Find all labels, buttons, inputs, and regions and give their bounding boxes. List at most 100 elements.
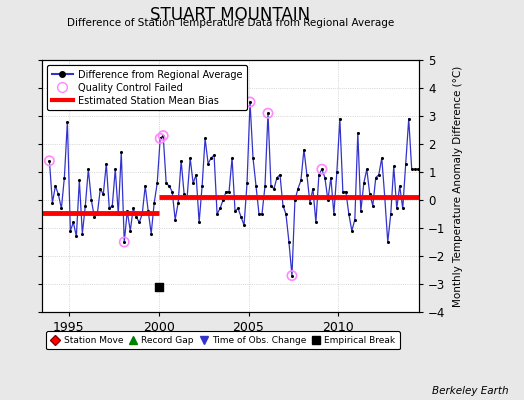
Point xyxy=(96,186,104,192)
Point xyxy=(180,191,188,198)
Point xyxy=(117,149,125,156)
Point xyxy=(261,183,269,189)
Point xyxy=(366,191,374,198)
Point xyxy=(63,118,72,125)
Point xyxy=(108,202,116,209)
Y-axis label: Monthly Temperature Anomaly Difference (°C): Monthly Temperature Anomaly Difference (… xyxy=(453,65,463,307)
Point xyxy=(222,188,230,195)
Point xyxy=(159,132,167,139)
Point xyxy=(75,177,83,184)
Point xyxy=(150,200,158,206)
Point xyxy=(192,172,200,178)
Point xyxy=(270,186,278,192)
Point xyxy=(249,155,257,161)
Point xyxy=(129,205,137,212)
Point xyxy=(282,211,290,217)
Point xyxy=(126,228,135,234)
Point xyxy=(297,177,305,184)
Point xyxy=(165,183,173,189)
Point xyxy=(345,211,353,217)
Point xyxy=(368,202,377,209)
Point xyxy=(273,174,281,181)
Point xyxy=(315,172,323,178)
Point xyxy=(51,183,60,189)
Point xyxy=(144,208,152,214)
Point xyxy=(264,110,272,116)
Point xyxy=(347,228,356,234)
Point xyxy=(309,186,317,192)
Point xyxy=(267,183,275,189)
Point xyxy=(303,172,311,178)
Point xyxy=(155,284,163,290)
Point xyxy=(375,172,383,178)
Point xyxy=(213,211,221,217)
Point xyxy=(333,169,341,175)
Point xyxy=(279,202,287,209)
Point xyxy=(380,194,389,200)
Point xyxy=(342,188,350,195)
Point xyxy=(318,166,326,172)
Point xyxy=(291,197,299,203)
Legend: Station Move, Record Gap, Time of Obs. Change, Empirical Break: Station Move, Record Gap, Time of Obs. C… xyxy=(47,332,400,350)
Point xyxy=(339,188,347,195)
Point xyxy=(183,194,191,200)
Point xyxy=(78,230,86,237)
Point xyxy=(336,116,344,122)
Point xyxy=(246,99,254,105)
Point xyxy=(138,211,146,217)
Point xyxy=(156,135,165,142)
Point xyxy=(363,166,371,172)
Point xyxy=(147,230,156,237)
Point xyxy=(359,180,368,186)
Point xyxy=(159,132,167,139)
Point xyxy=(210,152,219,158)
Point xyxy=(174,200,182,206)
Point xyxy=(237,214,245,220)
Point xyxy=(102,160,111,167)
Point xyxy=(195,219,203,226)
Point xyxy=(60,174,69,181)
Point xyxy=(288,272,296,279)
Point xyxy=(252,183,260,189)
Text: Berkeley Earth: Berkeley Earth xyxy=(432,386,508,396)
Point xyxy=(207,155,215,161)
Point xyxy=(401,160,410,167)
Point xyxy=(162,180,170,186)
Point xyxy=(93,211,102,217)
Point xyxy=(54,191,62,198)
Point xyxy=(66,228,74,234)
Point xyxy=(84,166,93,172)
Legend: Difference from Regional Average, Quality Control Failed, Estimated Station Mean: Difference from Regional Average, Qualit… xyxy=(47,65,247,110)
Point xyxy=(132,214,140,220)
Point xyxy=(72,233,81,240)
Point xyxy=(99,191,107,198)
Point xyxy=(171,216,179,223)
Point xyxy=(354,130,362,136)
Point xyxy=(246,99,254,105)
Point xyxy=(201,135,209,142)
Point xyxy=(177,158,185,164)
Point xyxy=(326,174,335,181)
Point xyxy=(81,202,90,209)
Point xyxy=(234,205,242,212)
Point xyxy=(330,211,338,217)
Point xyxy=(231,208,239,214)
Point xyxy=(312,219,320,226)
Point xyxy=(378,155,386,161)
Point xyxy=(204,160,212,167)
Point xyxy=(396,183,404,189)
Point xyxy=(120,239,128,245)
Point xyxy=(120,239,128,245)
Point xyxy=(111,166,119,172)
Point xyxy=(305,200,314,206)
Point xyxy=(135,219,144,226)
Point xyxy=(198,183,206,189)
Point xyxy=(264,110,272,116)
Point xyxy=(225,188,233,195)
Point xyxy=(300,146,308,153)
Text: STUART MOUNTAIN: STUART MOUNTAIN xyxy=(150,6,311,24)
Point xyxy=(410,166,419,172)
Point xyxy=(413,166,422,172)
Point xyxy=(372,174,380,181)
Point xyxy=(48,200,57,206)
